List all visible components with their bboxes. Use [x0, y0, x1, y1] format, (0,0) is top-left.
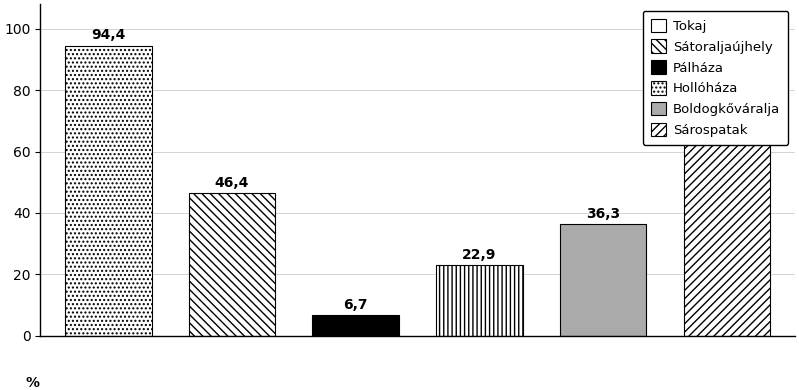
- Bar: [312, 315, 399, 336]
- Text: 22,9: 22,9: [462, 248, 497, 262]
- Text: %: %: [26, 376, 39, 390]
- Bar: [683, 135, 770, 336]
- Text: 94,4: 94,4: [91, 28, 125, 42]
- Bar: [65, 46, 152, 336]
- Text: 6,7: 6,7: [344, 298, 368, 312]
- Bar: [189, 193, 276, 336]
- Legend: Tokaj, Sátoraljaújhely, Pálháza, Hollóháza, Boldogkőváralja, Sárospatak: Tokaj, Sátoraljaújhely, Pálháza, Hollóhá…: [642, 11, 789, 145]
- Bar: [560, 224, 646, 336]
- Text: 46,4: 46,4: [215, 176, 249, 190]
- Bar: [436, 266, 523, 336]
- Text: 36,3: 36,3: [586, 207, 620, 221]
- Text: 65,4: 65,4: [710, 117, 744, 131]
